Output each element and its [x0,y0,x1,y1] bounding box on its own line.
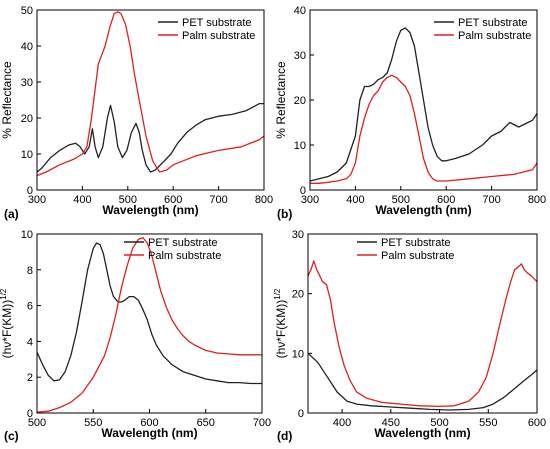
series-line-pet [307,352,538,411]
chart-panel-a: 300 400 500 600 700 800 0 10 20 30 40 50 Wavelength … [0,5,273,221]
y-tick-label: 10 [294,140,306,152]
series-line-palm [36,11,265,177]
x-axis-label: Wavelength (nm) [101,426,197,440]
y-tick-label: 0 [298,408,304,420]
plot-frame [36,9,265,191]
y-tick-label: 30 [21,77,33,89]
legend-entry: Palm substrate [148,250,221,262]
y-tick-label: 0 [300,185,306,197]
x-tick-label: 450 [382,417,400,429]
x-axis-label: Wavelength (nm) [374,426,470,440]
chart-panel-d: 400 450 500 550 600 0 10 20 30 Wavelength (nm) (hν… [273,229,546,443]
y-tick-label: 0 [27,185,33,197]
y-tick-label: 4 [27,336,33,348]
y-tick-label: 30 [294,50,306,62]
x-tick-label: 600 [437,194,455,206]
legend-entry: Palm substrate [458,30,531,42]
x-tick-label: 500 [119,194,137,206]
panel-label: (d) [277,429,292,443]
y-axis-label: % Reflectance [0,61,14,139]
y-tick-label: 8 [27,265,33,277]
y-tick-label: 30 [292,229,304,241]
series-line-pet [36,242,262,385]
x-tick-label: 700 [253,417,271,429]
y-tick-label: 2 [27,372,33,384]
x-tick-label: 600 [140,417,158,429]
x-tick-label: 300 [28,194,46,206]
series-line-pet [309,27,538,182]
y-axis-label-superscript: 1/2 [0,288,8,300]
x-tick-label: 400 [73,194,91,206]
y-tick-label: 0 [27,408,33,420]
x-tick-label: 500 [392,194,410,206]
x-tick-label: 500 [28,417,46,429]
legend-entry: PET substrate [458,17,528,29]
y-axis-label: % Reflectance [274,61,288,139]
x-axis-label: Wavelength (nm) [102,203,198,217]
x-tick-label: 550 [479,417,497,429]
y-tick-label: 20 [294,95,306,107]
series-line-palm [36,236,262,413]
chart-panel-b: 300 400 500 600 700 800 0 10 20 30 40 Wavelength (n… [274,5,546,221]
y-tick-label: 6 [27,301,33,313]
y-tick-label: 10 [21,229,33,241]
y-tick-label: 40 [21,41,33,53]
y-tick-label: 20 [21,113,33,125]
x-tick-label: 700 [482,194,500,206]
y-axis-label: (hν*F(KM))1/2 [0,288,14,358]
plot-frame [307,233,538,414]
x-tick-label: 300 [301,194,319,206]
legend-entry: Palm substrate [381,250,454,262]
y-axis-label: (hν*F(KM))1/2 [273,288,288,358]
y-axis-label-text: (hν*F(KM)) [274,300,288,359]
y-tick-label: 10 [21,149,33,161]
panel-label: (a) [4,207,19,221]
legend-entry: PET substrate [182,17,252,29]
series-line-palm [307,260,538,408]
legend-entry: Palm substrate [182,30,255,42]
y-axis-label-superscript: 1/2 [273,288,282,300]
x-tick-label: 700 [209,194,227,206]
panel-label: (c) [4,429,19,443]
chart-panel-c: 500 550 600 650 700 0 2 4 6 8 10 Wavelength (nm) (hν… [0,229,271,443]
legend-entry: PET substrate [148,237,218,249]
panel-label: (b) [277,207,292,221]
x-tick-label: 400 [346,194,364,206]
y-tick-label: 40 [294,5,306,17]
x-tick-label: 550 [84,417,102,429]
series-line-pet [36,102,264,173]
x-tick-label: 400 [333,417,351,429]
x-axis-label: Wavelength (nm) [375,203,471,217]
y-axis-label-text: % Reflectance [274,61,288,139]
y-axis-label-text: (hν*F(KM)) [0,300,14,359]
legend-entry: PET substrate [381,237,451,249]
series-line-palm [310,74,538,184]
y-tick-label: 20 [292,289,304,301]
x-tick-label: 600 [164,194,182,206]
x-tick-label: 800 [528,194,546,206]
y-tick-label: 50 [21,5,33,17]
x-tick-label: 650 [197,417,215,429]
y-axis-label-text: % Reflectance [0,61,14,139]
y-tick-label: 10 [292,348,304,360]
x-tick-label: 600 [528,417,546,429]
x-tick-label: 800 [255,194,273,206]
x-tick-label: 500 [430,417,448,429]
